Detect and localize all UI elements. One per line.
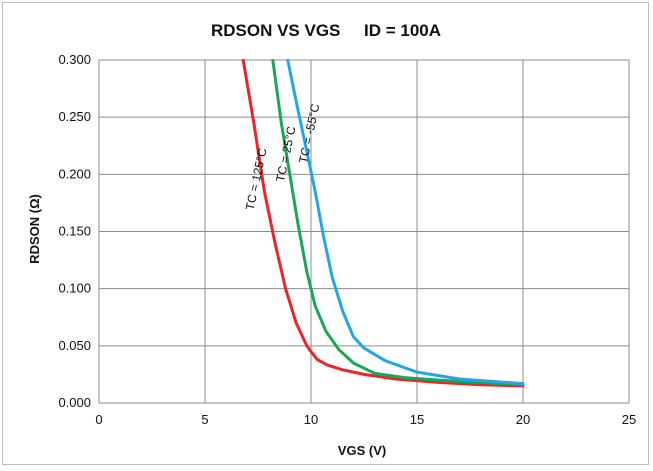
- x-tick-label: 0: [95, 412, 102, 427]
- y-tick-label: 0.050: [58, 338, 91, 353]
- x-tick-label: 20: [516, 412, 530, 427]
- y-tick-label: 0.300: [58, 52, 91, 67]
- y-tick-label: 0.000: [58, 395, 91, 410]
- series-line-1: [271, 59, 525, 387]
- x-axis-title: VGS (V): [338, 443, 386, 458]
- series-line-0: [241, 59, 525, 388]
- x-tick-label: 10: [304, 412, 318, 427]
- axis-layer: 0.000 0.050 0.100 0.150 0.200 0.250 0.300 0 5 10 1…: [58, 52, 636, 427]
- label-layer: TC = 125°C TC = 25°CTC = -55°C: [243, 102, 323, 211]
- series-line-2: [286, 59, 525, 386]
- x-tick-label: 5: [201, 412, 208, 427]
- y-tick-label: 0.250: [58, 109, 91, 124]
- y-axis-title: RDSON (Ω): [27, 194, 42, 264]
- grid-layer: [98, 59, 630, 404]
- y-tick-label: 0.200: [58, 166, 91, 181]
- x-tick-label: 25: [622, 412, 636, 427]
- y-tick-label: 0.150: [58, 224, 91, 239]
- chart-title: RDSON VS VGS ID = 100A: [211, 21, 441, 40]
- y-tick-label: 0.100: [58, 281, 91, 296]
- series-label-2: TC = -55°C: [296, 102, 322, 164]
- plot-area: [98, 59, 630, 404]
- series-layer: [241, 59, 525, 388]
- chart-frame: RDSON VS VGS ID = 100A 0.000 0.050 0.100 0.…: [2, 2, 649, 465]
- x-tick-label: 15: [410, 412, 424, 427]
- chart-svg: RDSON VS VGS ID = 100A 0.0000.0500.1000.…: [27, 21, 636, 458]
